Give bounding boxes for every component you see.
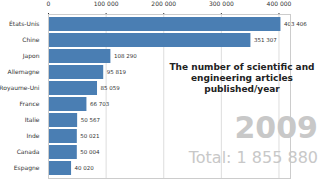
svg-text:Royaume-Uni: Royaume-Uni — [0, 84, 40, 92]
html-text:2009: 2009 — [234, 110, 318, 145]
svg-text:40 020: 40 020 — [75, 165, 95, 171]
svg-text:400 000: 400 000 — [267, 0, 292, 7]
html-text:Total: 1 855 880: Total: 1 855 880 — [188, 148, 318, 167]
svg-text:300 000: 300 000 — [209, 0, 234, 7]
html-text:The number of scientific and e: The number of scientific and engineering… — [169, 62, 315, 94]
svg-text:États-Unis: États-Unis — [9, 20, 39, 27]
svg-text:85 059: 85 059 — [101, 85, 121, 91]
svg-text:200 000: 200 000 — [151, 0, 176, 7]
svg-text:Japon: Japon — [22, 52, 40, 60]
svg-text:Allemagne: Allemagne — [8, 68, 40, 76]
svg-text:108 290: 108 290 — [114, 53, 137, 59]
svg-text:351 307: 351 307 — [254, 37, 277, 43]
svg-text:50 567: 50 567 — [81, 117, 101, 123]
svg-text:France: France — [20, 100, 40, 107]
svg-text:Inde: Inde — [26, 132, 39, 139]
svg-text:95 819: 95 819 — [107, 69, 127, 75]
svg-text:50 021: 50 021 — [80, 133, 99, 139]
svg-text:403 406: 403 406 — [284, 21, 307, 27]
svg-text:66 703: 66 703 — [90, 101, 110, 107]
svg-text:Espagne: Espagne — [14, 164, 40, 172]
svg-text:Chine: Chine — [22, 36, 39, 43]
svg-text:Italie: Italie — [25, 116, 40, 123]
svg-text:100 000: 100 000 — [94, 0, 119, 7]
svg-text:Canada: Canada — [17, 148, 40, 155]
svg-text:0: 0 — [47, 0, 51, 7]
svg-text:50 004: 50 004 — [80, 149, 100, 155]
